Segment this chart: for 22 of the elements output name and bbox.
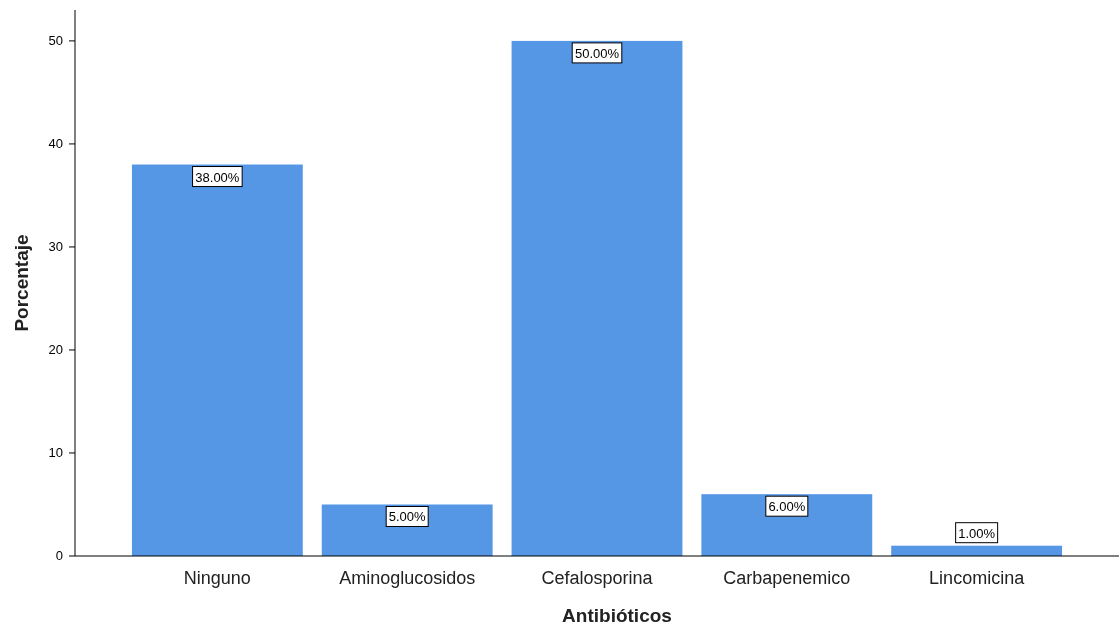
data-label: 50.00% xyxy=(574,45,620,61)
x-tick-label: Aminoglucosidos xyxy=(339,568,476,588)
x-tick-label: Lincomicina xyxy=(929,568,1026,588)
y-tick-label: 30 xyxy=(48,238,63,254)
x-tick-label: Cefalosporina xyxy=(541,568,654,588)
data-label: 38.00% xyxy=(195,169,240,185)
y-tick-label: 0 xyxy=(55,548,63,563)
x-tick-label: Ninguno xyxy=(183,568,251,588)
y-tick-label: 20 xyxy=(48,341,63,357)
x-axis-title: Antibióticos xyxy=(562,605,672,626)
y-tick-label: 10 xyxy=(48,444,63,460)
data-label: 1.00% xyxy=(958,525,996,541)
bar xyxy=(511,40,683,556)
y-tick-label: 50 xyxy=(48,32,63,48)
y-tick-label: 40 xyxy=(48,135,63,151)
bar xyxy=(131,164,303,556)
y-axis-title: Porcentaje xyxy=(11,234,32,332)
x-tick-label: Carbapenemico xyxy=(723,568,851,588)
bar xyxy=(321,504,493,556)
data-label: 5.00% xyxy=(388,509,427,525)
data-label: 6.00% xyxy=(768,499,806,515)
bar xyxy=(701,494,873,556)
